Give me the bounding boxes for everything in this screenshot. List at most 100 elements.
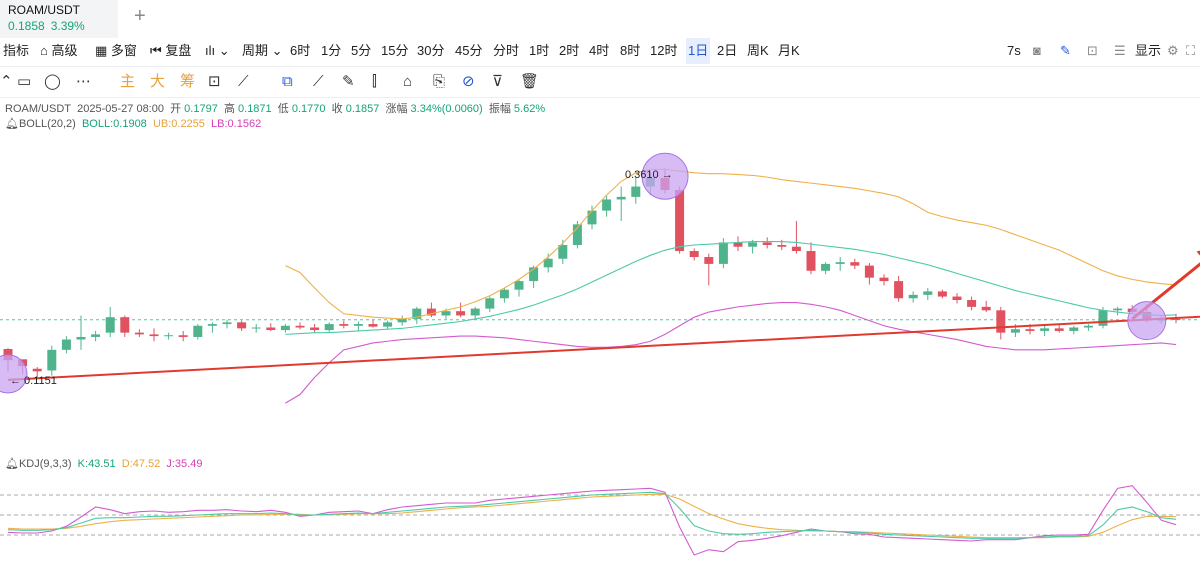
interval-9[interactable]: 2时 (559, 43, 580, 58)
candle-body (1113, 308, 1123, 311)
boll-ub-value: UB:0.2255 (152, 118, 205, 130)
tab-bar: ROAM/USDT 0.1858 3.39% + (0, 0, 1200, 38)
camera-icon[interactable]: ◙ (1033, 43, 1041, 58)
candle-body (806, 251, 816, 271)
magnet-icon[interactable]: ⊘ (462, 73, 475, 90)
boll-upper-line (285, 168, 1177, 320)
candle-body (850, 262, 860, 266)
interval-6[interactable]: 45分 (455, 43, 483, 58)
candle-body (952, 296, 962, 300)
interval-12[interactable]: 12时 (650, 43, 678, 58)
ohlc-info: ROAM/USDT 2025-05-27 08:00 开 0.1797 高 0.… (5, 100, 545, 116)
comment-icon[interactable]: ⊡ (1087, 43, 1098, 58)
interval-16[interactable]: 月K (778, 43, 800, 58)
big-order-button[interactable]: 大 (150, 73, 166, 90)
boll-label[interactable]: BOLL(20,2) (18, 118, 76, 130)
pencil-icon[interactable]: ✎ (1060, 43, 1071, 58)
candle-body (164, 335, 174, 337)
list-icon[interactable]: ☰ (1114, 43, 1126, 58)
candle-body (193, 325, 203, 337)
boll-lb-value: LB:0.1562 (211, 118, 262, 130)
interval-1[interactable]: 6时 (290, 43, 311, 58)
interval-8[interactable]: 1时 (529, 43, 550, 58)
interval-11[interactable]: 8时 (620, 43, 641, 58)
interval-10[interactable]: 4时 (589, 43, 610, 58)
candle-body (105, 317, 115, 333)
amplitude-label: 振幅 (488, 103, 511, 115)
candle-body (1040, 328, 1050, 331)
candle-body (368, 324, 378, 327)
bell-icon[interactable]: 🔔︎ (5, 458, 19, 470)
candle-body (32, 368, 42, 372)
low-value: 0.1770 (291, 103, 326, 115)
advanced-label: 高级 (51, 43, 78, 58)
interval-15[interactable]: 周K (747, 43, 769, 58)
candle-body (237, 322, 247, 329)
interval-5[interactable]: 30分 (417, 43, 445, 58)
cursor-icon[interactable]: ⌃ (0, 73, 13, 90)
ruler-icon[interactable]: ⟋ (313, 73, 324, 90)
indicators-button[interactable]: 指标 (3, 38, 29, 64)
candle-body (485, 298, 495, 309)
copy-icon[interactable]: ⧉ (282, 73, 293, 90)
display-button[interactable]: 显示 (1135, 43, 1162, 58)
kdj-label[interactable]: KDJ(9,3,3) (18, 458, 72, 470)
bell-icon[interactable]: 🔔︎ (5, 118, 19, 130)
trend-arrow-head (1196, 250, 1200, 256)
interval-7[interactable]: 分时 (493, 43, 520, 58)
rectangle-icon[interactable]: ▭ (17, 73, 32, 90)
more-icon[interactable]: ⋯ (76, 73, 91, 90)
circle-icon[interactable]: ◯ (44, 73, 61, 90)
chart-type-button[interactable]: ılı ⌄ (205, 38, 230, 64)
chip-button[interactable]: 筹 (180, 73, 196, 90)
fullscreen-icon[interactable]: ⛶ (1186, 43, 1196, 58)
interval-14[interactable]: 2日 (717, 43, 738, 58)
candle-body (120, 317, 130, 333)
low-label: 低 (277, 103, 289, 115)
add-tab-button[interactable]: + (134, 5, 146, 27)
interval-13[interactable]: 1日 (686, 38, 711, 64)
brush-icon[interactable]: ✎ (342, 73, 355, 90)
boll-lower-line (285, 302, 1177, 404)
candle-body (821, 263, 831, 271)
candle-body (718, 242, 728, 264)
candle-body (791, 246, 801, 252)
snapshot-icon[interactable]: ⊡ (208, 73, 221, 90)
kdj-legend: 🔔︎KDJ(9,3,3) K:43.51 D:47.52 J:35.49 (5, 457, 202, 470)
change-label: 涨幅 (385, 103, 408, 115)
trash-icon[interactable]: 🗑 (520, 73, 540, 90)
symbol-tab[interactable]: ROAM/USDT 0.1858 3.39% (0, 0, 118, 38)
candle-body (397, 318, 407, 323)
low-price-label: ← 0.1151 (10, 375, 57, 387)
interval-3[interactable]: 5分 (351, 43, 372, 58)
candles-tool-icon[interactable]: ⫿ (372, 73, 377, 90)
boll-mid-line (285, 241, 1177, 335)
candles-icon: ılı (205, 43, 216, 58)
line-tool-icon[interactable]: ⟋ (238, 73, 249, 90)
candle-body (178, 335, 188, 337)
multi-window-button[interactable]: ▦ 多窗 (95, 38, 137, 64)
interval-4[interactable]: 15分 (381, 43, 409, 58)
candle-body (91, 334, 101, 337)
chevron-down-icon: ⌄ (218, 43, 230, 58)
period-button[interactable]: 周期 ⌄ (242, 38, 283, 64)
candle-body (61, 339, 71, 350)
note-icon[interactable]: ⎘ (433, 73, 446, 90)
candle-body (864, 265, 874, 278)
candle-body (689, 251, 699, 258)
settings-icon[interactable]: ⚙ (1167, 43, 1179, 58)
main-force-button[interactable]: 主 (120, 73, 136, 90)
replay-button[interactable]: ⏮ 复盘 (150, 38, 191, 64)
kdj-k-line (7, 491, 1177, 539)
candle-body (967, 300, 977, 307)
filter-icon[interactable]: ⊽ (492, 73, 503, 90)
interval-2[interactable]: 1分 (321, 43, 342, 58)
open-value: 0.1797 (184, 103, 218, 115)
lock-icon[interactable]: ⌂ (403, 73, 413, 90)
drawing-toolbar: ⌃ ▭ ◯ ⋯ 主 大 筹 ⊡ ⟋ ⧉ ⟋ ✎ ⫿ ⌂ ⎘ ⊘ ⊽ 🗑 (0, 67, 1200, 98)
highlight-circle (0, 354, 28, 394)
advanced-button[interactable]: ⌂ 高级 (40, 38, 78, 64)
candle-body (704, 257, 714, 264)
candle-body (1010, 329, 1020, 333)
